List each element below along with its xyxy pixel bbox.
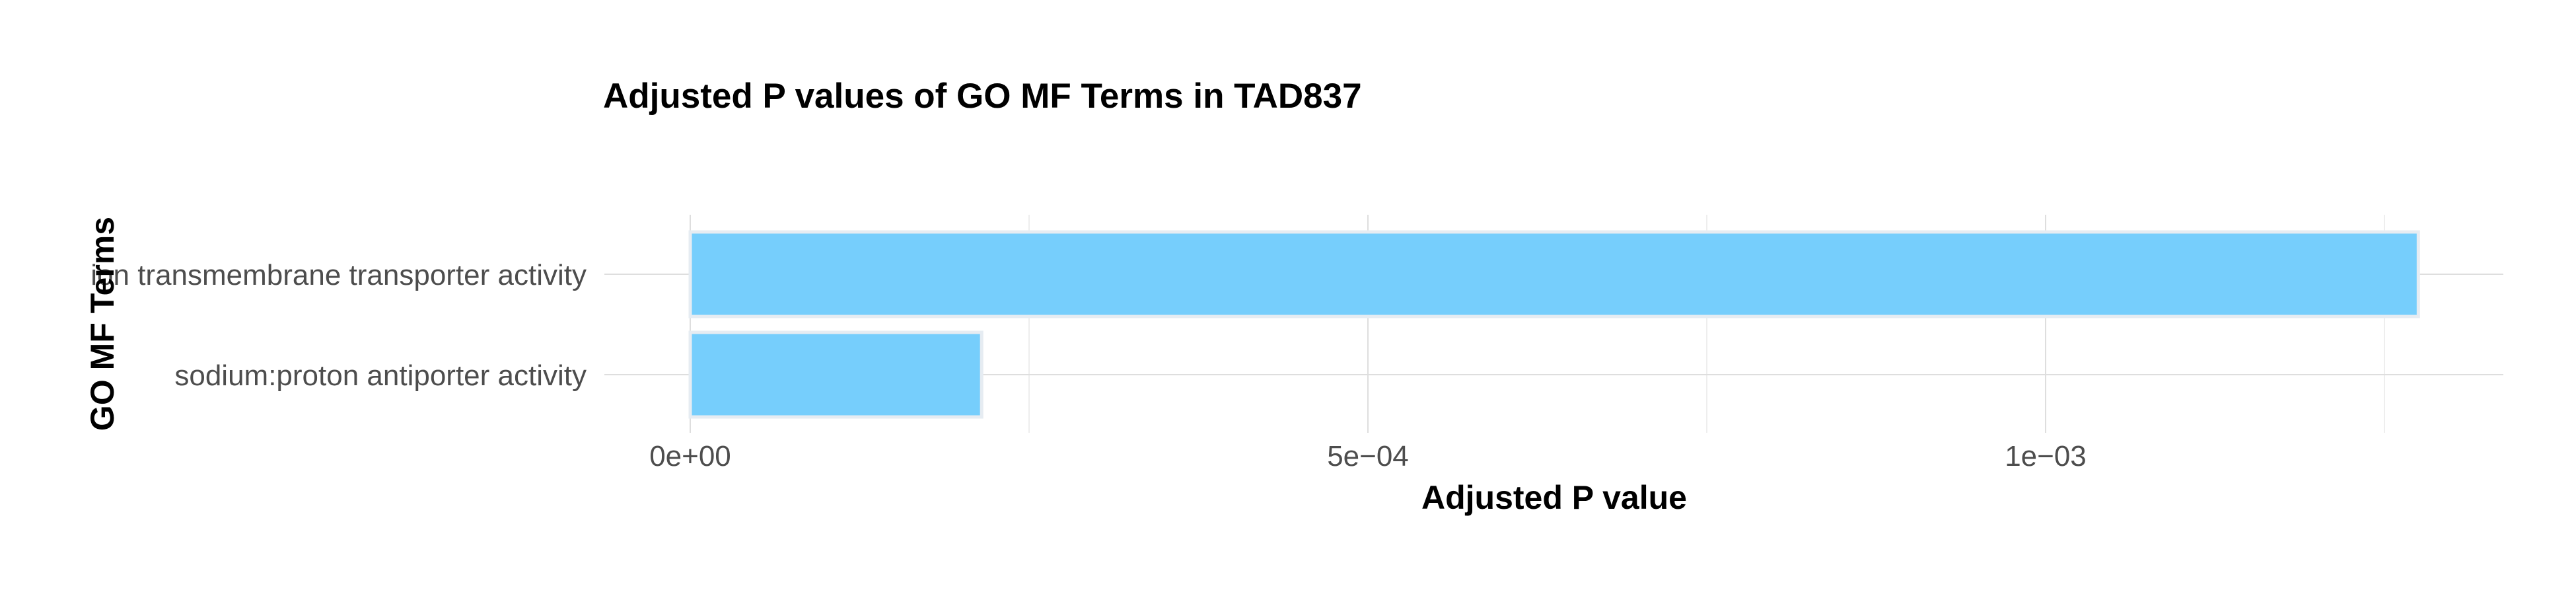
category-label: sodium:proton antiporter activity xyxy=(174,359,587,392)
ticks-layer: 0e+00 5e−04 1e−03 xyxy=(649,440,2087,472)
bar xyxy=(688,330,984,419)
category-labels: ion transmembrane transporter activity so… xyxy=(90,259,587,392)
x-tick-label: 1e−03 xyxy=(2005,440,2087,472)
category-label: ion transmembrane transporter activity xyxy=(90,259,587,291)
x-tick-label: 5e−04 xyxy=(1327,440,1409,472)
x-tick-label: 0e+00 xyxy=(649,440,731,472)
chart-title: Adjusted P values of GO MF Terms in TAD8… xyxy=(603,77,1362,116)
bar xyxy=(688,230,2420,318)
x-axis-title: Adjusted P value xyxy=(1421,479,1687,516)
bar-layer xyxy=(688,230,2420,419)
y-axis-title: GO MF Terms xyxy=(84,217,121,431)
